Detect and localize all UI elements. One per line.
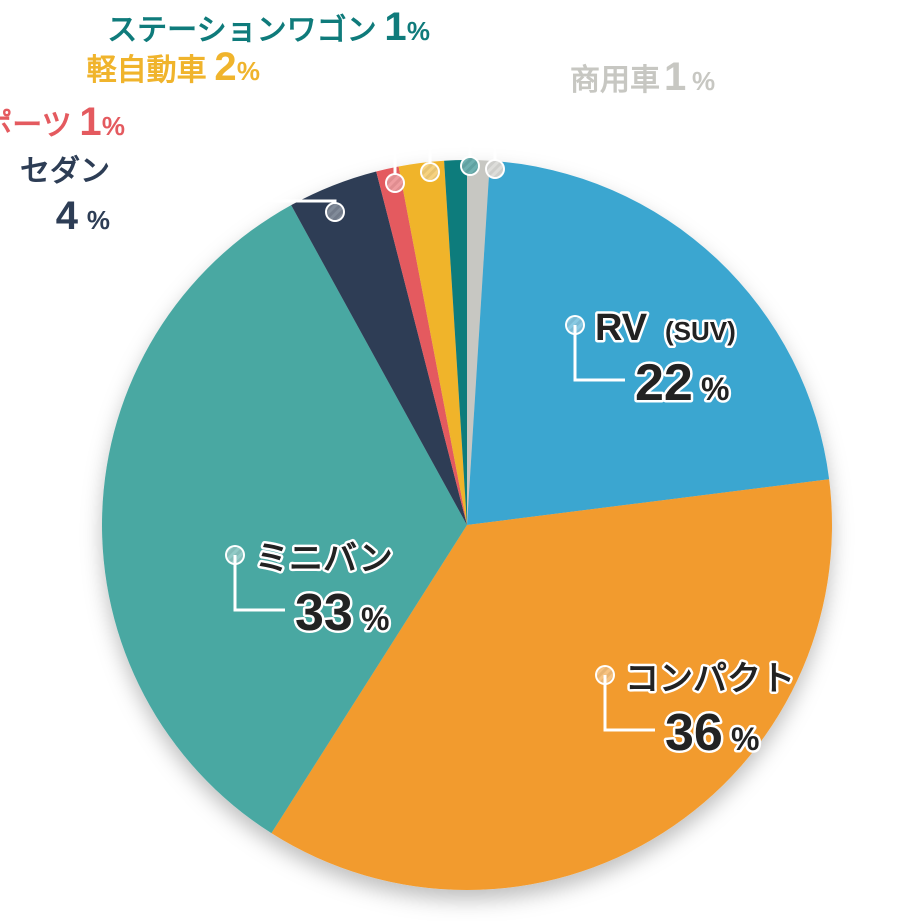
svg-text:(SUV): (SUV) [665,316,736,346]
svg-text:22: 22 [635,354,693,412]
svg-text:%: % [102,111,125,141]
label-kei: %%22軽自動車軽自動車 [87,45,260,89]
svg-text:%: % [701,371,729,407]
slice-rv [467,161,829,525]
label-sedan: セダンセダン44%% [20,154,110,238]
svg-text:ミニバン: ミニバン [255,540,393,578]
svg-text:商用車: 商用車 [570,64,660,97]
svg-text:コンパクト: コンパクト [625,660,795,698]
svg-text:ステーションワゴン: ステーションワゴン [107,13,376,47]
svg-text:スポーツ: スポーツ [0,109,72,142]
svg-text:33: 33 [295,584,353,642]
svg-text:2: 2 [214,45,236,89]
label-wagon: %%11ステーションワゴンステーションワゴン [107,5,430,49]
svg-text:4: 4 [56,194,79,238]
pie [102,160,832,890]
label-commercial: 商用車商用車11%% [570,55,715,99]
svg-text:36: 36 [665,704,723,762]
svg-text:RV: RV [595,307,648,349]
svg-text:セダン: セダン [20,154,110,188]
svg-text:1: 1 [79,100,101,144]
svg-text:%: % [361,601,389,637]
svg-text:%: % [731,721,759,757]
label-sports: %%11スポーツスポーツ [0,100,125,144]
vehicle-type-pie-chart: RVRV(SUV)(SUV)2222%%コンパクトコンパクト3636%%ミニバン… [0,0,915,921]
svg-text:1: 1 [664,55,686,99]
svg-text:%: % [692,66,715,96]
svg-text:軽自動車: 軽自動車 [87,54,207,87]
svg-text:%: % [407,16,430,46]
svg-text:%: % [87,205,110,235]
svg-text:%: % [237,56,260,86]
svg-text:1: 1 [384,5,406,49]
